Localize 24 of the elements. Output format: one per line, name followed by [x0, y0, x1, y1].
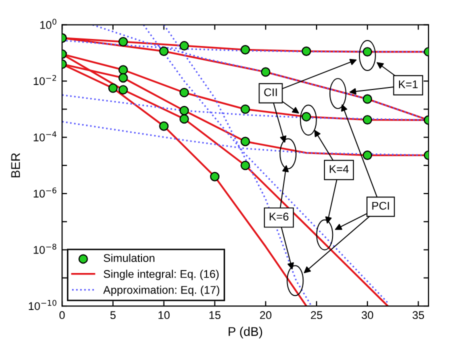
x-tick-label: 25: [310, 311, 322, 320]
x-tick-label: 35: [412, 311, 424, 320]
x-tick-label: 20: [260, 311, 272, 320]
annotation: K=4: [330, 165, 349, 173]
x-tick-label: 0: [59, 311, 65, 320]
x-tick-label: 5: [110, 311, 116, 320]
y-tick-label: 10$^{−2}$: [34, 74, 56, 86]
annotation: PCI: [372, 202, 389, 210]
legend-label: Simulation: [104, 254, 154, 262]
y-tick-label: 10$^{−6}$: [34, 187, 56, 198]
x-tick-label: 10: [158, 311, 170, 320]
x-tick-label: 30: [362, 311, 374, 320]
x-axis-title: P (dB): [228, 326, 262, 338]
annotation: K=1: [399, 80, 418, 88]
y-tick-label: 10$^{−10}$: [28, 300, 56, 310]
legend-label: Single integral: Eq. (16): [104, 270, 219, 280]
annotation: K=6: [270, 212, 288, 221]
y-tick-label: 10$^{0}$: [40, 18, 56, 29]
y-axis-title: BER: [11, 153, 20, 178]
annotation: CII: [264, 88, 277, 96]
legend-label: Approximation: Eq. (17): [103, 286, 220, 296]
y-tick-label: 10$^{−8}$: [34, 244, 56, 254]
y-tick-label: 10$^{−4}$: [34, 131, 56, 142]
x-tick-label: 15: [209, 311, 220, 320]
